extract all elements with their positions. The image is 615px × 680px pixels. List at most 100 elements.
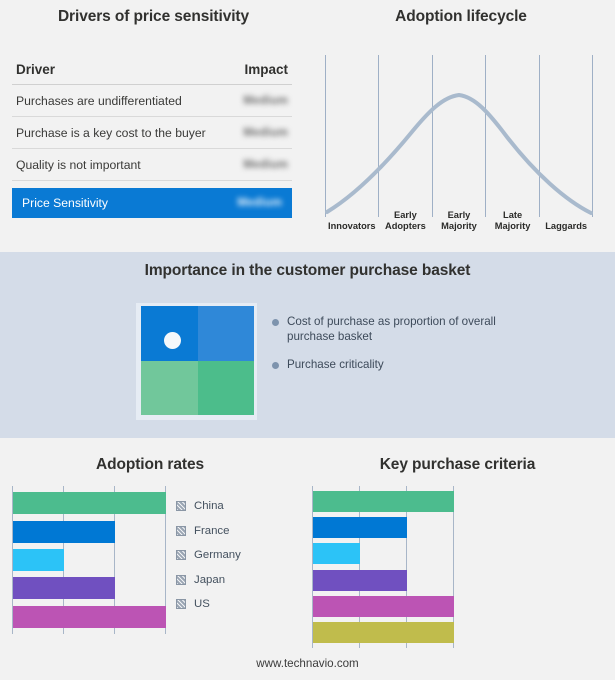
key-purchase-criteria-bars: [313, 486, 454, 648]
lifecycle-segment-labels: Innovators Early Adopters Early Majority…: [325, 198, 593, 232]
legend-label: France: [194, 524, 230, 537]
footer-url: www.technavio.com: [256, 657, 359, 670]
column-header-driver: Driver: [16, 62, 56, 77]
lifecycle-bell-curve: [325, 93, 593, 215]
legend-swatch-icon: [176, 550, 186, 561]
lifecycle-label-late-majority: Late Majority: [486, 198, 540, 232]
label-line-2: Majority: [494, 221, 531, 231]
impact-value-redacted: Medium: [243, 126, 288, 139]
table-row-highlighted-price-sensitivity[interactable]: Price Sensitivity Medium: [12, 188, 292, 218]
impact-value-redacted: Medium: [243, 94, 288, 107]
panel-adoption-rates: Adoption rates China France: [0, 438, 300, 680]
gridline: [359, 486, 360, 648]
lifecycle-label-laggards: Laggards: [539, 198, 593, 232]
lifecycle-divider: [485, 55, 486, 217]
bar-relatability[interactable]: [313, 569, 407, 591]
adoption-rates-bars: [13, 486, 166, 634]
table-row[interactable]: Purchase is a key cost to the buyer Medi…: [12, 117, 292, 149]
basket-legend: Cost of purchase as proportion of overal…: [272, 314, 522, 385]
legend-item-us[interactable]: US: [176, 592, 241, 617]
matrix-quadrant-top-right[interactable]: [197, 306, 254, 361]
legend-swatch-icon: [176, 574, 186, 585]
basket-matrix-container: [136, 303, 257, 420]
basket-legend-label: Purchase criticality: [287, 358, 384, 371]
panel-drivers-of-price-sensitivity: Drivers of price sensitivity Driver Impa…: [0, 0, 307, 252]
matrix-quadrant-bottom-right[interactable]: [197, 360, 254, 415]
lifecycle-divider: [592, 55, 593, 217]
label-line-2: Laggards: [545, 221, 588, 231]
table-row[interactable]: Quality is not important Medium: [12, 149, 292, 181]
bar-us[interactable]: [13, 605, 166, 628]
lifecycle-label-innovators: Innovators: [325, 198, 379, 232]
key-purchase-criteria-title: Key purchase criteria: [379, 456, 536, 473]
legend-item-france[interactable]: France: [176, 519, 241, 544]
drivers-title: Drivers of price sensitivity: [57, 8, 250, 25]
table-row[interactable]: Purchases are undifferentiated Medium: [12, 85, 292, 117]
bullet-icon: [272, 319, 279, 326]
matrix-position-marker-dot: [164, 332, 181, 349]
basket-title: Importance in the customer purchase bask…: [144, 262, 471, 279]
label-line-2: Innovators: [328, 221, 376, 231]
legend-label: China: [194, 500, 224, 513]
basket-legend-label: Cost of purchase as proportion of overal…: [287, 315, 496, 343]
bar-quality[interactable]: [313, 543, 360, 565]
adoption-rates-legend: China France Germany Japan US: [176, 494, 241, 617]
gridline: [114, 486, 115, 634]
y-axis-line: [312, 486, 313, 648]
legend-item-china[interactable]: China: [176, 494, 241, 519]
label-line-2: Majority: [441, 221, 477, 231]
lifecycle-divider: [432, 55, 433, 217]
legend-label: US: [194, 598, 210, 611]
bar-price[interactable]: [313, 517, 407, 539]
lifecycle-title: Adoption lifecycle: [395, 8, 527, 25]
bar-china[interactable]: [13, 492, 166, 515]
impact-value-redacted: Medium: [237, 197, 282, 209]
bar-service[interactable]: [313, 621, 454, 643]
bar-france[interactable]: [13, 520, 115, 543]
lifecycle-divider: [378, 55, 379, 217]
legend-label: Japan: [194, 573, 226, 586]
gridline: [165, 486, 166, 634]
band-middle: [0, 252, 615, 438]
legend-item-germany[interactable]: Germany: [176, 543, 241, 568]
legend-swatch-icon: [176, 599, 186, 610]
driver-label: Quality is not important: [16, 157, 141, 172]
lifecycle-divider: [325, 55, 326, 217]
band-bottom: [0, 438, 615, 680]
adoption-rates-plot-area: [12, 486, 166, 634]
lifecycle-label-early-majority: Early Majority: [432, 198, 486, 232]
basket-matrix: [141, 306, 254, 415]
label-line-1: Early: [394, 210, 417, 220]
matrix-quadrant-bottom-left[interactable]: [141, 360, 198, 415]
label-line-1: Late: [503, 210, 523, 220]
drivers-table-header: Driver Impact: [12, 62, 292, 85]
bar-innovation[interactable]: [313, 491, 454, 513]
legend-item-japan[interactable]: Japan: [176, 568, 241, 593]
column-header-impact: Impact: [244, 62, 288, 77]
label-line-2: Adopters: [384, 221, 426, 231]
bar-japan[interactable]: [13, 577, 115, 600]
bullet-icon: [272, 362, 279, 369]
drivers-table: Driver Impact Purchases are undifferenti…: [12, 62, 292, 218]
list-item: Purchase criticality: [272, 357, 522, 372]
legend-swatch-icon: [176, 501, 186, 512]
adoption-rates-title: Adoption rates: [96, 456, 204, 473]
legend-swatch-icon: [176, 525, 186, 536]
panel-key-purchase-criteria: Key purchase criteria Innovation: [300, 438, 615, 680]
driver-label: Purchase is a key cost to the buyer: [16, 125, 206, 140]
gridline: [453, 486, 454, 648]
y-axis-line: [12, 486, 13, 634]
lifecycle-plot-area: [325, 55, 593, 217]
impact-value-redacted: Medium: [243, 158, 288, 171]
key-purchase-criteria-plot-area: [312, 486, 454, 648]
driver-label: Price Sensitivity: [22, 196, 109, 210]
lifecycle-divider: [539, 55, 540, 217]
panel-adoption-lifecycle: Adoption lifecycle Innovators Early Adop…: [307, 0, 615, 252]
driver-label: Purchases are undifferentiated: [16, 93, 182, 108]
bar-regulatory-compliance[interactable]: [313, 595, 454, 617]
list-item: Cost of purchase as proportion of overal…: [272, 314, 522, 344]
lifecycle-label-early-adopters: Early Adopters: [379, 198, 433, 232]
bar-germany[interactable]: [13, 548, 64, 571]
legend-label: Germany: [194, 549, 241, 562]
